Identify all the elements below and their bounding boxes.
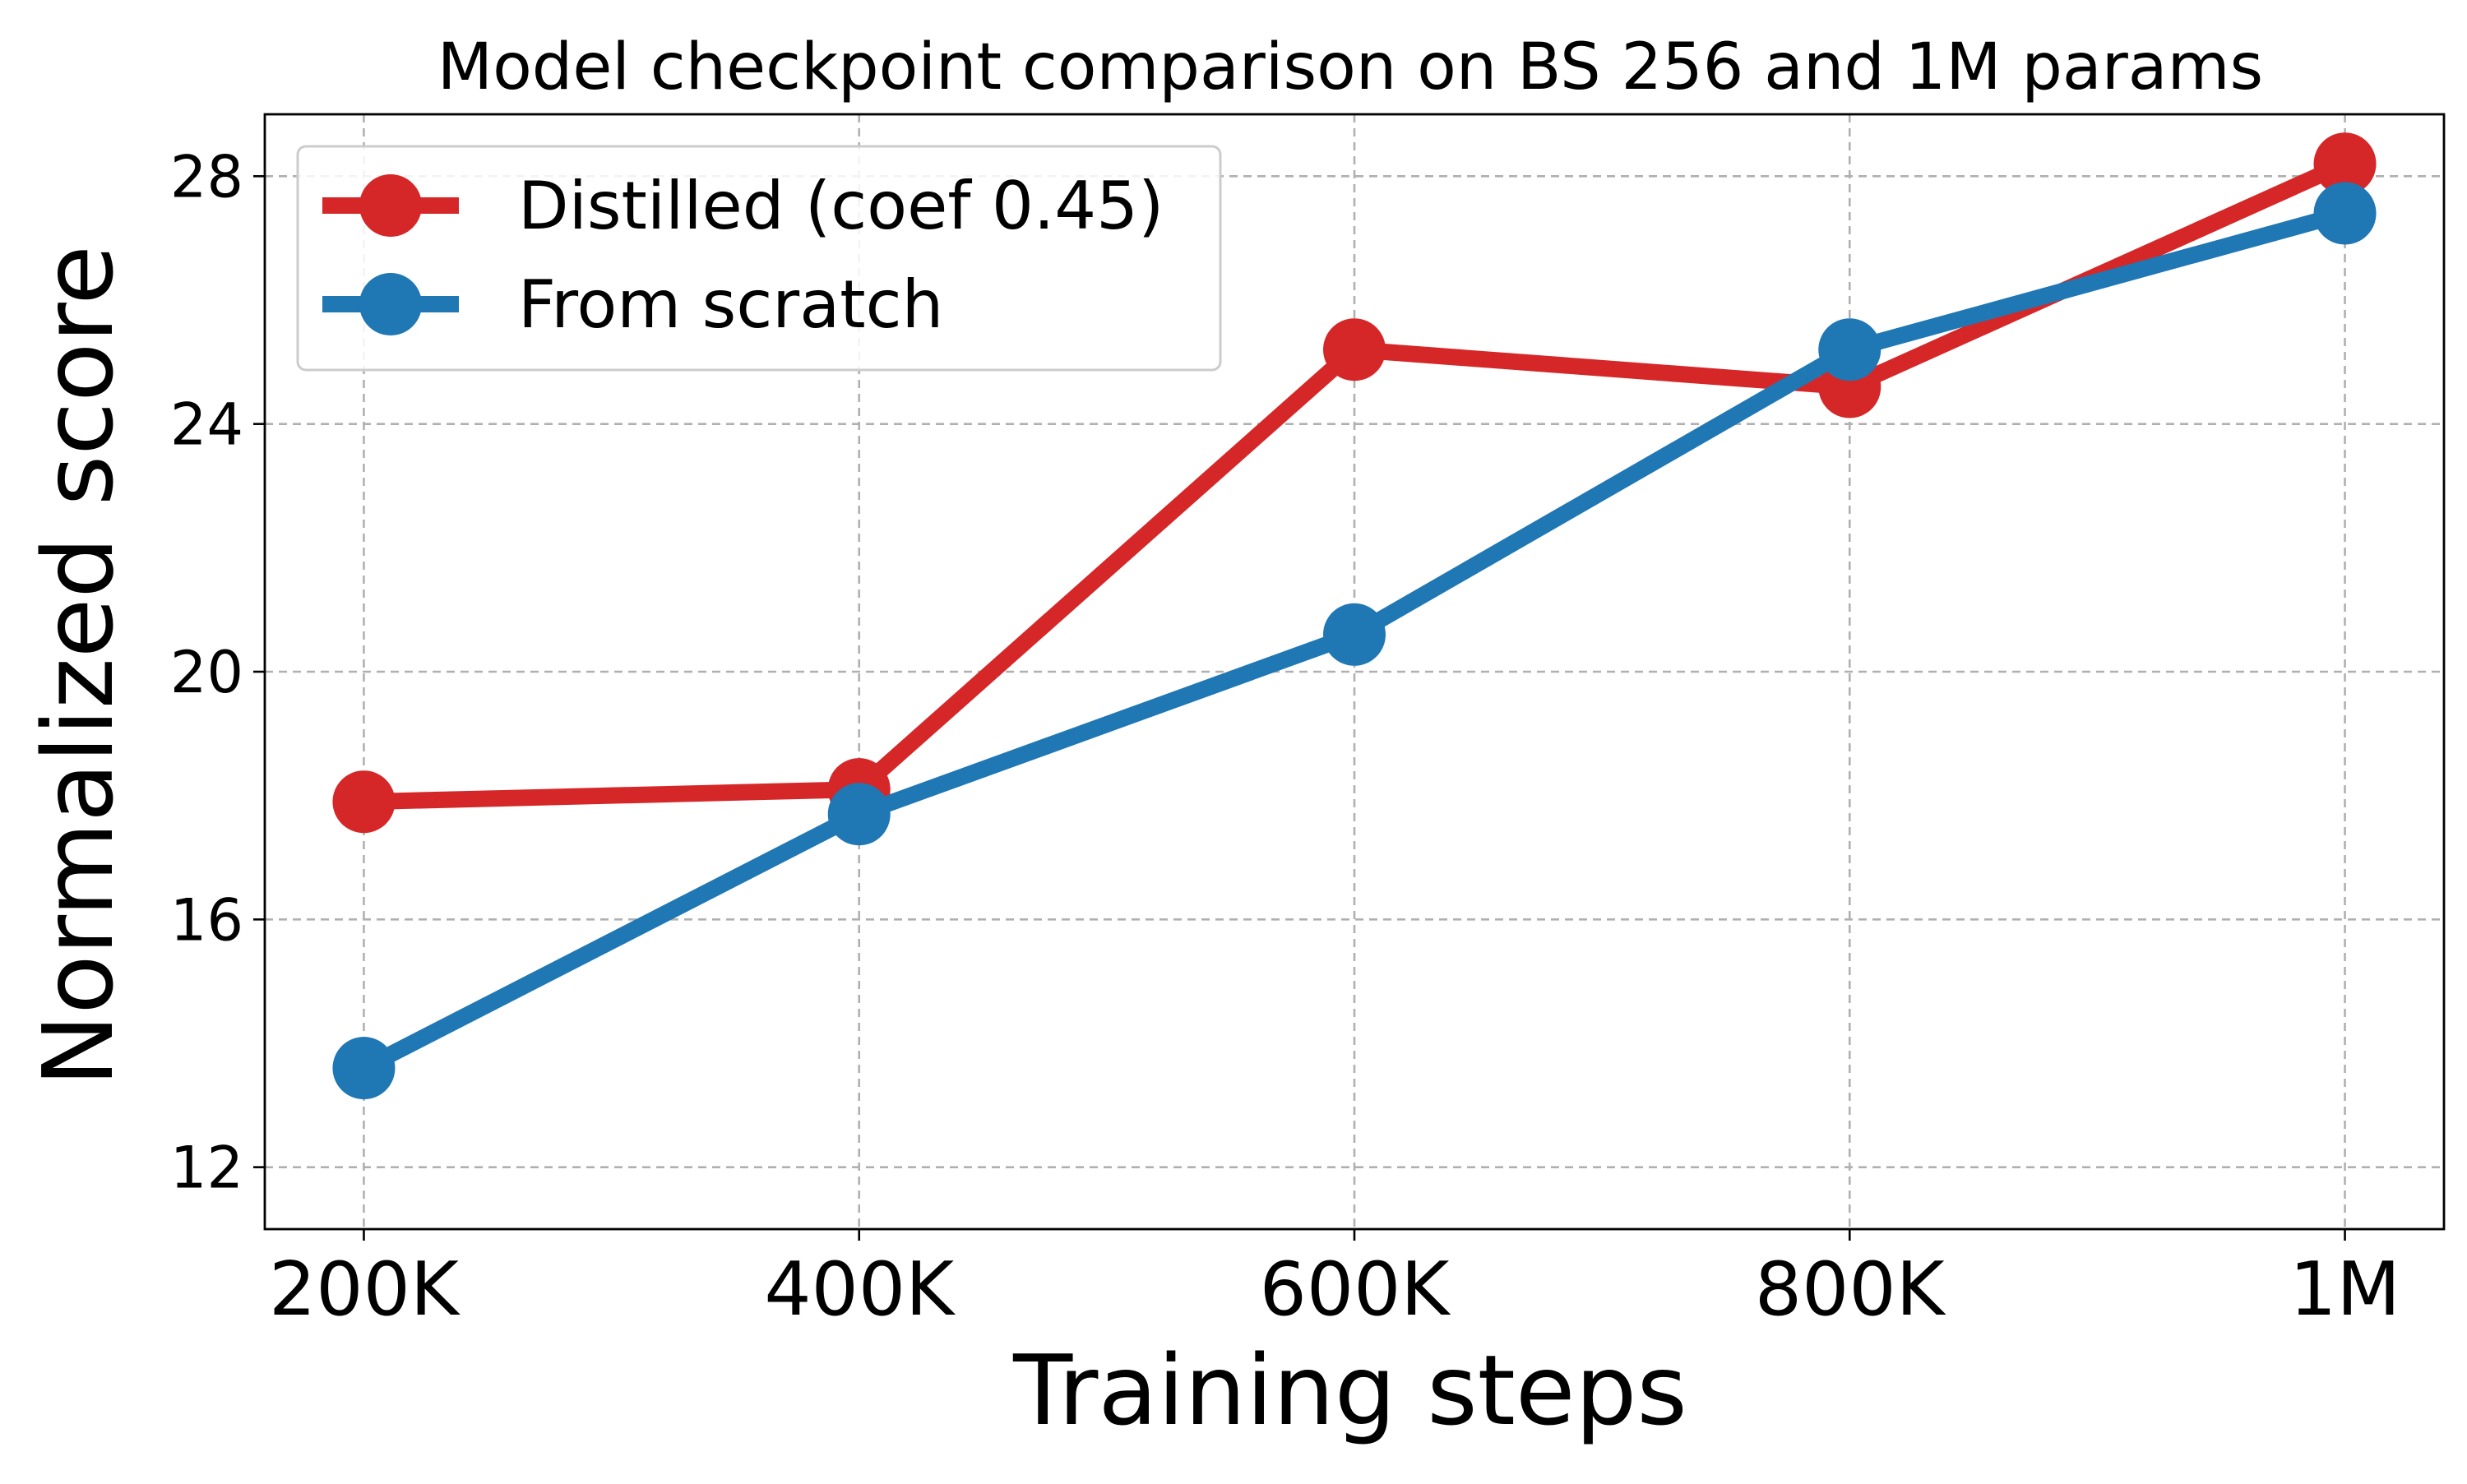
x-tick-label: 1M [2289,1246,2400,1333]
legend: Distilled (coef 0.45) From scratch [296,145,1222,372]
legend-marker-distilled [359,174,422,237]
legend-label-distilled: Distilled (coef 0.45) [518,168,1164,244]
data-point [332,1037,396,1100]
x-tick-label: 800K [1755,1246,1946,1333]
legend-box [296,145,1222,372]
data-point [1818,318,1881,381]
data-point [1323,318,1386,381]
data-point [2313,132,2377,196]
series-layer [332,132,2377,1100]
x-axis-label: Training steps [1012,1334,1687,1447]
y-tick-label: 20 [170,639,243,706]
data-point [1323,603,1386,666]
y-tick-label: 24 [170,391,243,459]
data-point [332,770,396,834]
x-tick-label: 200K [269,1246,461,1333]
y-tick-label: 16 [170,886,243,954]
data-point [827,783,891,846]
y-tick-label: 12 [170,1135,243,1202]
y-tick-label: 28 [170,143,243,210]
chart-title: Model checkpoint comparison on BS 256 an… [437,30,2263,104]
axis-ticks: 200K 400K 600K 800K 1M 12 16 20 24 28 [170,143,2400,1333]
legend-label-scratch: From scratch [518,266,943,343]
x-tick-label: 600K [1260,1246,1451,1333]
y-axis-label: Normalized score [21,245,135,1087]
x-tick-label: 400K [764,1246,956,1333]
legend-marker-scratch [359,273,422,335]
series-1 [332,182,2377,1100]
data-point [2313,182,2377,245]
